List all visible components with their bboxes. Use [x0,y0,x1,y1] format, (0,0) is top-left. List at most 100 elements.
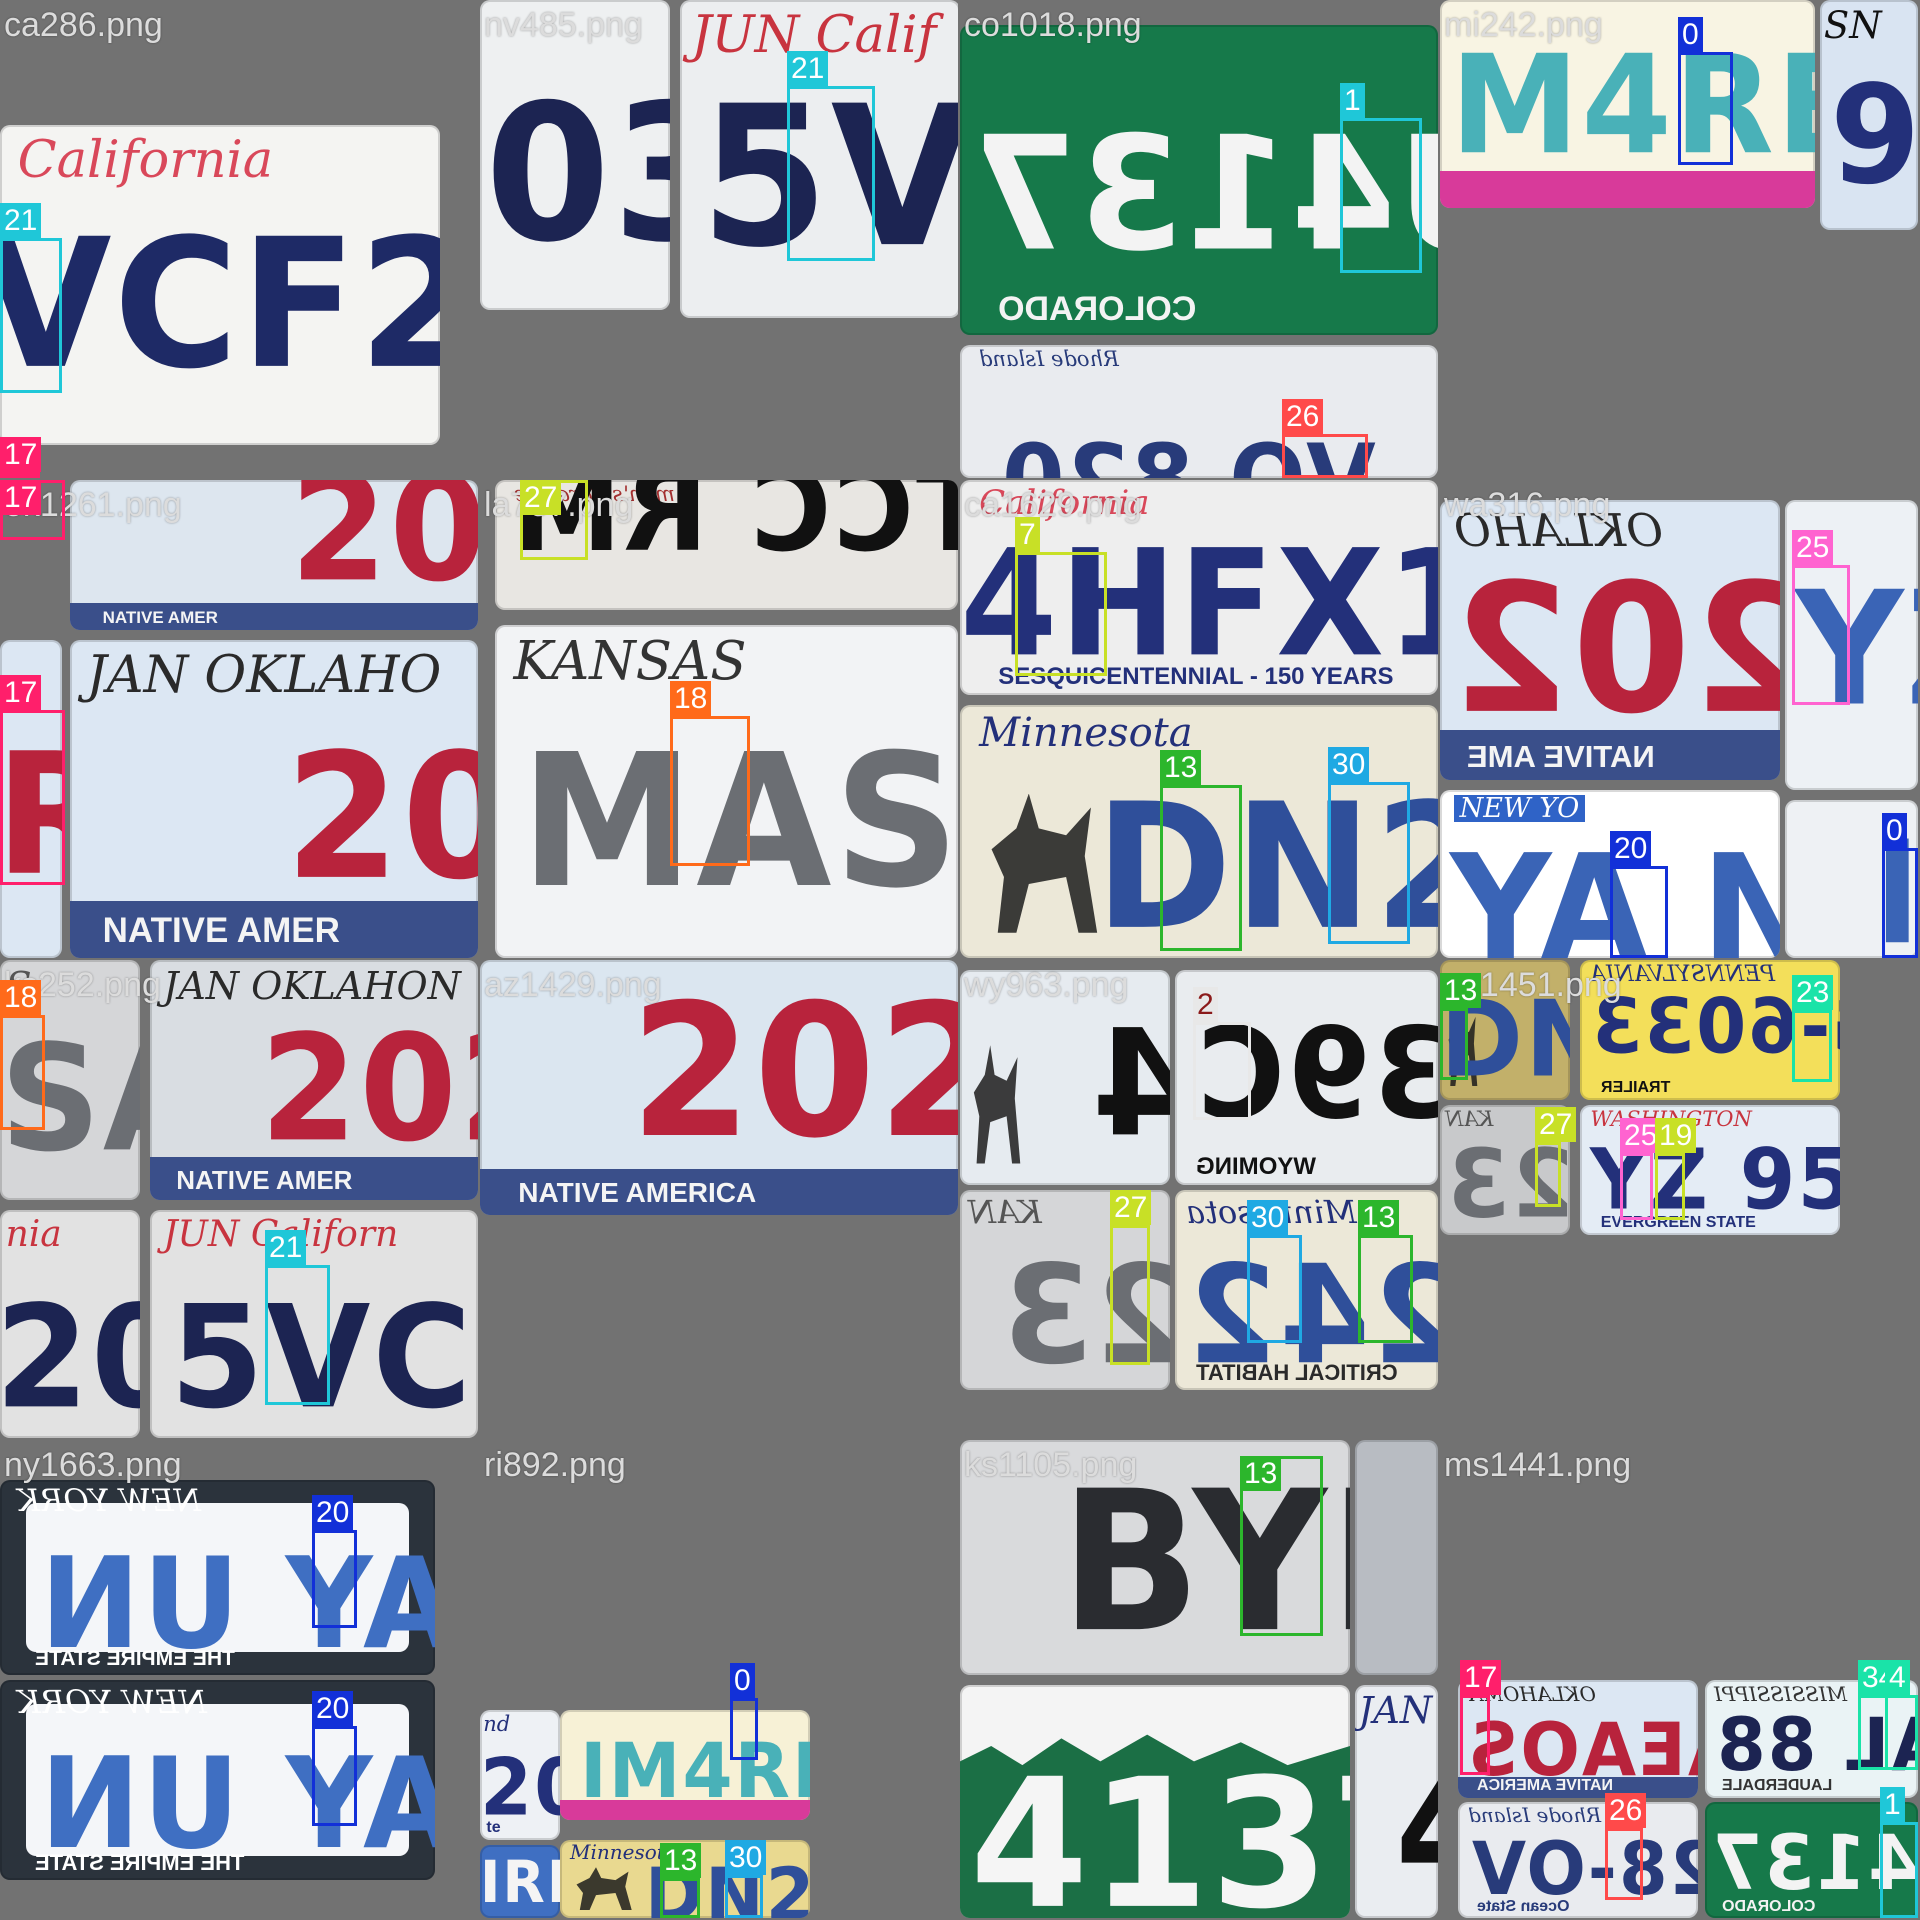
image-tile: SSAMJAN OKLAHON202NATIVE AMERnia203JUN C… [0,960,478,1438]
class-label: 1 [1340,83,1365,118]
tile-filename: az1429.png [484,966,662,1004]
plate-slogan: Ocean State [1477,1897,1570,1915]
plate-characters: 5VC [700,63,958,291]
license-plate: nia 203 [0,1210,140,1438]
detection-box: 25 [1620,1118,1662,1220]
license-plate: 339CWYOMING [1175,970,1438,1185]
plate-slogan: NATIVE AMER [176,1164,353,1195]
detection-box: 20 [312,1495,357,1628]
detection-box: 0 [730,1663,758,1760]
detection-box: 18 [0,980,45,1130]
detection-box: 13 [1240,1456,1323,1636]
detection-box: 18 [670,681,750,866]
plate-characters: SAM [0,1013,140,1186]
plate-title: Minnesota [979,709,1193,756]
detection-box: 7 [1015,517,1107,676]
plate-slogan: CRITICAL HABITAT [1196,1360,1398,1385]
license-plate: JAN OKLAHON202NATIVE AMER [150,960,478,1200]
license-plate [1355,1440,1438,1675]
image-tile: 4339CWYOMINGKAN123MinnesotaDN242CRITICAL… [960,960,1438,1438]
class-label: 30 [1247,1200,1289,1235]
plate-title: JAN OKLAHO [86,645,442,705]
class-label: 2 [1193,987,1218,1022]
license-plate: 202 NATIVE AMER [70,480,478,630]
class-label: 26 [1282,399,1324,434]
class-label: 4 [1885,1660,1910,1695]
license-plate: nd 20te [480,1710,560,1840]
class-label: 1 [1880,1787,1905,1822]
license-plate: 202ANATIVE AMERICA [480,960,958,1215]
class-label: 27 [1535,1107,1577,1142]
detection-box: 13 [1440,973,1482,1080]
class-label: 25 [1620,1118,1662,1153]
detection-box: 17 [0,437,42,478]
plate-title: JAN [1358,1688,1433,1732]
detection-box: 27 [1535,1107,1577,1207]
class-label: 17 [0,675,42,710]
image-tile: BU4137COLORADORhode IslandVO 820 co1018.p… [960,0,1438,478]
tile-filename: ny1663.png [4,1446,182,1484]
license-plate: California VCF203 [0,125,440,445]
plate-characters: R [0,730,62,899]
plate-slogan: COLORADO [998,289,1197,328]
plate-characters: IM4REAL [580,1726,810,1816]
class-label: 25 [1792,530,1834,565]
tile-filename: ms1441.png [1444,1446,1632,1484]
detection-box: 21 [265,1230,330,1405]
detection-box: 26 [1282,399,1368,478]
detection-box: 17 [0,480,65,540]
detection-box: 26 [1605,1793,1647,1900]
plate-title: SN [1823,3,1882,47]
class-label: 20 [312,1495,354,1530]
detection-box: 30 [1328,747,1410,944]
plate-slogan: NATIVE AMER [102,607,218,627]
class-label: 13 [660,1843,702,1878]
plate-characters: MAS Z3 [520,715,958,930]
tile-filename: wy963.png [964,966,1129,1004]
plate-slogan: WYOMING [1196,1152,1317,1180]
detection-box: 30 [725,1840,767,1918]
plate-characters: 4 [1395,1751,1438,1909]
class-label: 0 [1882,813,1907,848]
plate-slogan: SESQUICENTENNIAL - 150 YEARS [998,662,1394,690]
plate-slogan: LAUDERDALE [1722,1777,1833,1795]
detection-box: 20 [1610,831,1668,958]
plate-slogan: THE EMPIRE STATE [34,1850,245,1875]
class-label: 27 [1110,1190,1152,1225]
license-plate: SSAM [0,960,140,1200]
image-tile: M4REALSN 98 mi242.png 0 [1440,0,1918,478]
plate-characters: 202 [285,716,478,918]
plate-title: Rhode Island [979,346,1119,371]
plate-characters: M4REAL [1450,25,1815,185]
class-label: 21 [265,1230,307,1265]
license-plate: M4REAL [1440,0,1815,208]
plate-characters: 98 [1830,55,1918,215]
plate-title: nd [483,1711,511,1736]
plate-slogan: COLORADO [1722,1897,1816,1915]
tile-filename: ks1105.png [964,1446,1138,1484]
plate-characters: 202A [630,965,958,1180]
plate-characters: 4 [1090,999,1170,1170]
plate-slogan: NATIVE AMERICA [518,1177,757,1209]
class-label: 30 [1328,747,1370,782]
plate-characters: IRK [480,1848,560,1916]
detection-box: 21 [0,203,62,393]
plate-slogan: te [486,1819,501,1837]
plate-slogan: TRAILER [1600,1078,1671,1096]
plate-title: NEW YORK [17,1683,208,1721]
detection-box: 0 [1678,17,1733,165]
image-tile: OKLAHOMARAEAOSNATIVE AMERICAMISSISSIPPIP… [1440,1440,1918,1918]
detection-box: 0 [1882,813,1918,958]
plate-title: KAN [968,1193,1043,1231]
plate-title: Rhode Island [1467,1803,1601,1828]
plate-slogan: NATIVE AMERICA [1477,1777,1614,1795]
plate-title: MISSISSIPPI [1713,1681,1847,1706]
plate-title: NEW YO [1453,795,1586,823]
class-label: 26 [1605,1793,1647,1828]
